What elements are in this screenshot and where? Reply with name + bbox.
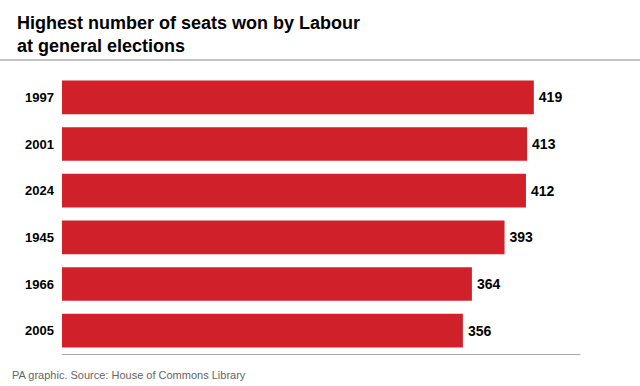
svg-text:2005: 2005 <box>25 323 54 338</box>
svg-text:2024: 2024 <box>25 183 55 198</box>
svg-text:at general elections: at general elections <box>17 36 185 56</box>
svg-text:356: 356 <box>468 323 492 339</box>
svg-text:419: 419 <box>539 89 563 105</box>
svg-text:1966: 1966 <box>25 277 54 292</box>
svg-text:393: 393 <box>510 229 534 245</box>
svg-text:2001: 2001 <box>25 137 54 152</box>
svg-text:1945: 1945 <box>25 230 54 245</box>
svg-text:1997: 1997 <box>25 90 54 105</box>
svg-text:PA graphic. Source: House of C: PA graphic. Source: House of Commons Lib… <box>12 369 246 381</box>
svg-text:Highest number of seats won by: Highest number of seats won by Labour <box>17 13 360 33</box>
svg-text:412: 412 <box>531 183 555 199</box>
svg-text:364: 364 <box>477 276 501 292</box>
svg-text:413: 413 <box>532 136 556 152</box>
